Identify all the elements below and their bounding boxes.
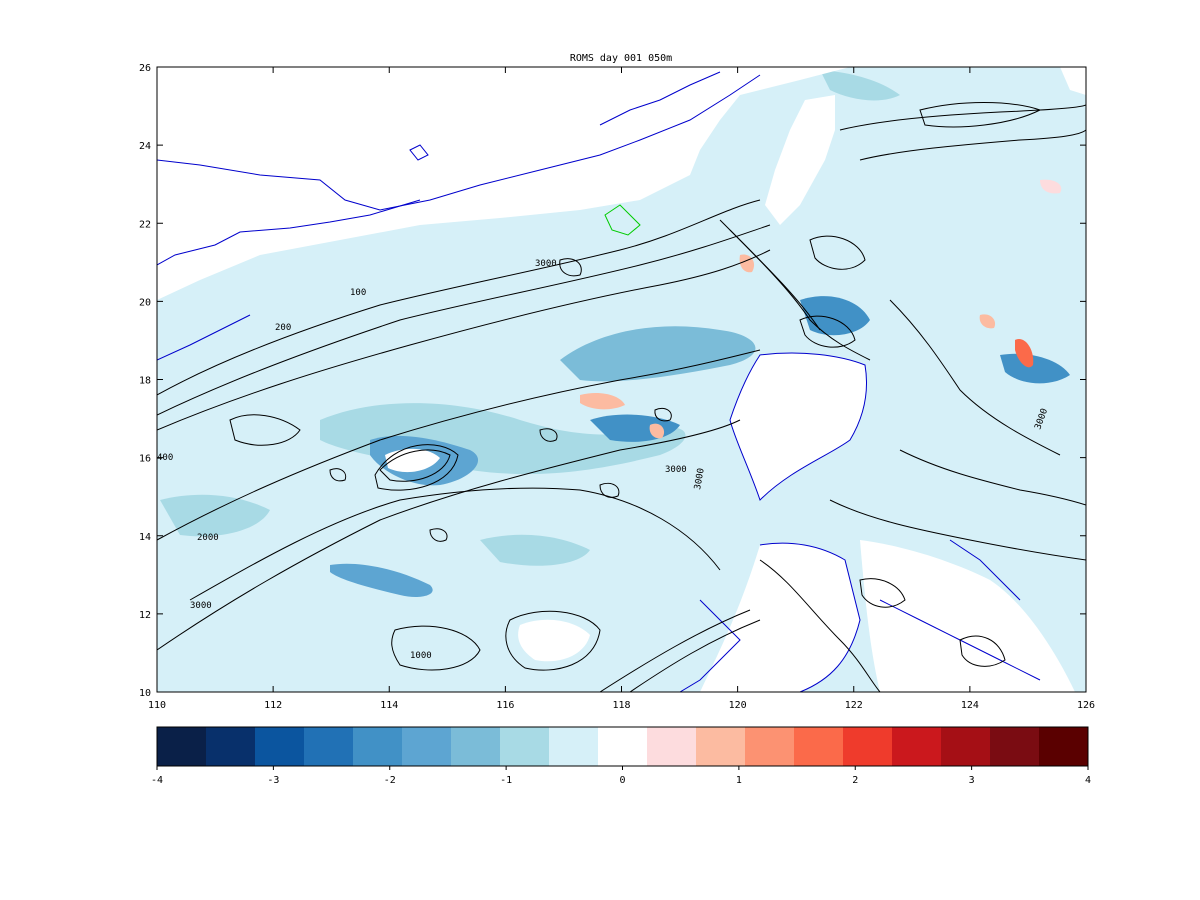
- y-axis: 26 24 22 20 18 16 14 12 10: [139, 63, 1086, 699]
- x-tick-label: 120: [729, 700, 747, 711]
- colorbar-tick-label: 1: [736, 775, 742, 786]
- depth-contours: [157, 102, 1086, 692]
- colorbar-swatch: [745, 727, 795, 766]
- colorbar-swatch: [304, 727, 354, 766]
- contour-label: 200: [275, 323, 291, 333]
- x-tick-label: 126: [1077, 700, 1095, 711]
- colorbar: [157, 727, 1089, 766]
- y-tick-label: 26: [139, 63, 151, 74]
- colorbar-tick-label: -4: [151, 775, 163, 786]
- contour-label: 100: [350, 288, 366, 298]
- x-tick-label: 110: [148, 700, 166, 711]
- y-tick-label: 24: [139, 141, 151, 152]
- contour-label: 1000: [410, 651, 432, 661]
- contour-label: 3000: [535, 259, 557, 269]
- river-trace: [604, 204, 641, 236]
- colorbar-swatch: [451, 727, 501, 766]
- map-title: ROMS day 001 050m: [570, 53, 672, 64]
- colorbar-swatch: [353, 727, 403, 766]
- contour-label: 3000: [190, 601, 212, 611]
- colorbar-tick-label: 0: [619, 775, 625, 786]
- contour-label: 3000: [693, 467, 707, 490]
- colorbar-swatch: [696, 727, 746, 766]
- x-tick-label: 114: [380, 700, 398, 711]
- colorbar-swatch: [402, 727, 452, 766]
- colorbar-swatch: [794, 727, 844, 766]
- x-tick-label: 112: [264, 700, 282, 711]
- y-tick-label: 10: [139, 688, 151, 699]
- colorbar-swatch: [157, 727, 207, 766]
- x-axis: 110 112 114 116 118 120 122 124 126: [148, 67, 1095, 711]
- colorbar-tick-label: -3: [267, 775, 279, 786]
- x-tick-label: 122: [845, 700, 863, 711]
- colorbar-swatch: [647, 727, 697, 766]
- colorbar-tick-label: -2: [384, 775, 396, 786]
- contour-label: 400: [157, 453, 173, 463]
- colorbar-swatch: [598, 727, 648, 766]
- colorbar-swatch: [843, 727, 893, 766]
- y-tick-label: 14: [139, 532, 151, 543]
- x-tick-label: 116: [496, 700, 514, 711]
- colorbar-swatch: [892, 727, 942, 766]
- colorbar-ticks: -4 -3 -2 -1 0 1 2 3 4: [151, 766, 1091, 786]
- colorbar-tick-label: 4: [1085, 775, 1091, 786]
- x-tick-label: 118: [612, 700, 630, 711]
- map-field: 100 3000 200 400 2000 3000 1000 3000 300…: [157, 67, 1086, 692]
- colorbar-tick-label: 3: [969, 775, 975, 786]
- colorbar-swatch: [500, 727, 550, 766]
- contour-label: 3000: [665, 465, 687, 475]
- colorbar-swatch: [1039, 727, 1089, 766]
- colorbar-tick-label: -1: [500, 775, 512, 786]
- colorbar-swatch: [255, 727, 305, 766]
- y-tick-label: 12: [139, 610, 151, 621]
- x-tick-label: 124: [961, 700, 979, 711]
- y-tick-label: 18: [139, 376, 151, 387]
- colorbar-swatch: [941, 727, 991, 766]
- y-tick-label: 16: [139, 454, 151, 465]
- y-tick-label: 20: [139, 297, 151, 308]
- colorbar-swatch: [549, 727, 599, 766]
- colorbar-swatch: [990, 727, 1040, 766]
- coastline: [157, 71, 1041, 692]
- colorbar-swatch: [206, 727, 256, 766]
- contour-label: 2000: [197, 533, 219, 543]
- y-tick-label: 22: [139, 219, 151, 230]
- colorbar-tick-label: 2: [852, 775, 858, 786]
